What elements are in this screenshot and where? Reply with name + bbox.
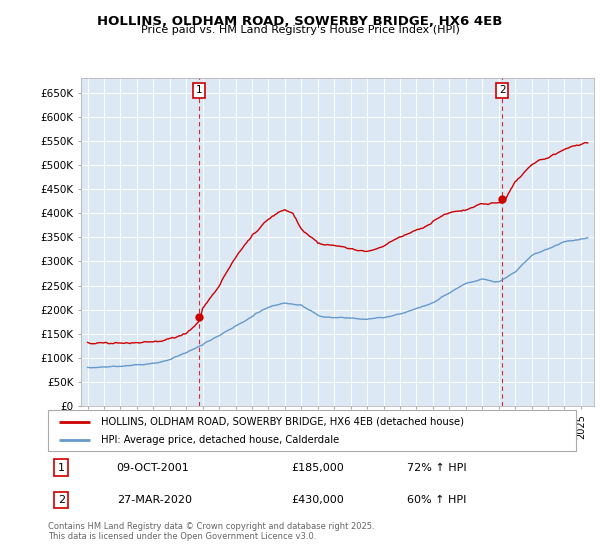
Text: HOLLINS, OLDHAM ROAD, SOWERBY BRIDGE, HX6 4EB: HOLLINS, OLDHAM ROAD, SOWERBY BRIDGE, HX… xyxy=(97,15,503,27)
Text: Price paid vs. HM Land Registry's House Price Index (HPI): Price paid vs. HM Land Registry's House … xyxy=(140,25,460,35)
FancyBboxPatch shape xyxy=(48,410,576,451)
Text: £430,000: £430,000 xyxy=(291,495,344,505)
Text: 09-OCT-2001: 09-OCT-2001 xyxy=(116,463,190,473)
Text: £185,000: £185,000 xyxy=(291,463,344,473)
Text: 1: 1 xyxy=(58,463,65,473)
Text: HOLLINS, OLDHAM ROAD, SOWERBY BRIDGE, HX6 4EB (detached house): HOLLINS, OLDHAM ROAD, SOWERBY BRIDGE, HX… xyxy=(101,417,464,427)
Text: 1: 1 xyxy=(196,86,202,95)
Text: 2: 2 xyxy=(58,495,65,505)
Text: 2: 2 xyxy=(499,86,506,95)
Text: 60% ↑ HPI: 60% ↑ HPI xyxy=(407,495,466,505)
Text: 27-MAR-2020: 27-MAR-2020 xyxy=(116,495,191,505)
Text: Contains HM Land Registry data © Crown copyright and database right 2025.
This d: Contains HM Land Registry data © Crown c… xyxy=(48,522,374,542)
Text: 72% ↑ HPI: 72% ↑ HPI xyxy=(407,463,467,473)
Text: HPI: Average price, detached house, Calderdale: HPI: Average price, detached house, Cald… xyxy=(101,435,339,445)
